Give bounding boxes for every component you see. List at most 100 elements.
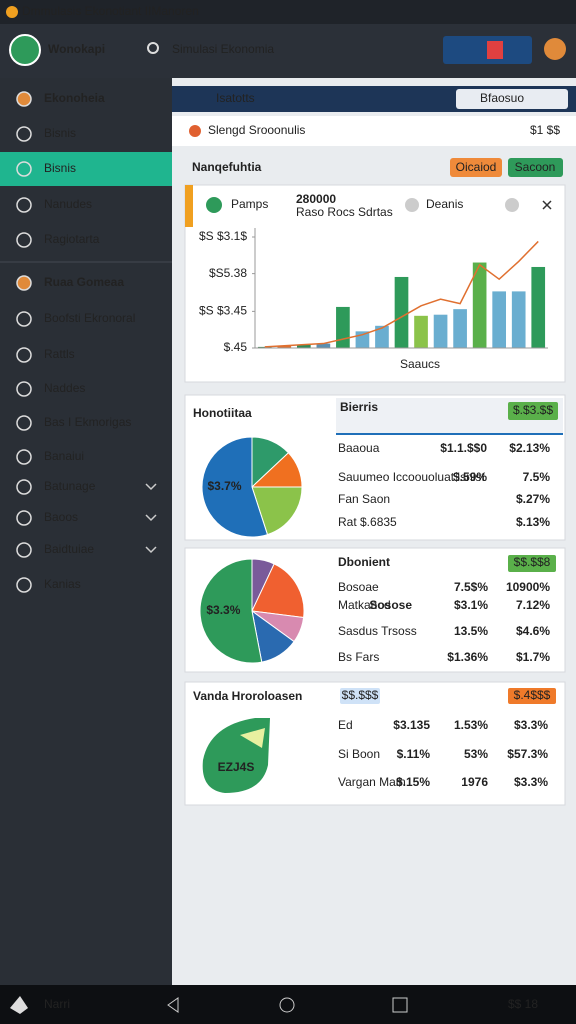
accent [185, 185, 193, 227]
sidebar-item[interactable]: Boofsti Ekronoral [44, 311, 135, 325]
card-sub: Raso Rocs Sdrtas [296, 205, 393, 219]
sidebar-item[interactable]: Baoos [44, 510, 78, 524]
sidebar-item[interactable]: Banaiui [44, 449, 84, 463]
row-label: Sasdus Trsoss [338, 624, 417, 638]
bar [257, 346, 272, 348]
chevron [145, 514, 157, 522]
logo-shape [240, 728, 265, 748]
card-title: Vanda Hroroloasen [193, 689, 302, 703]
button-label[interactable]: Oicaiod [456, 160, 497, 174]
sidebar-item[interactable]: Ruaa Gomeaa [44, 275, 124, 289]
row-label: Ed [338, 718, 353, 732]
sidebar [0, 78, 172, 985]
table-header: Bierris [340, 400, 378, 414]
sidebar-icon [16, 91, 32, 107]
app-name: Wonokapi [48, 42, 105, 56]
status-title: Dmmulasis Ekonotiant IIManoren [22, 4, 199, 18]
button-label[interactable]: Sacoon [515, 160, 556, 174]
bar [531, 266, 546, 348]
bar [472, 262, 487, 348]
button[interactable] [450, 158, 502, 177]
cell: 10900% [506, 580, 550, 594]
close-icon[interactable] [542, 200, 552, 210]
search-icon[interactable] [147, 42, 159, 54]
cell: 7.5% [523, 470, 551, 484]
bar [414, 315, 428, 348]
active-item[interactable] [0, 152, 172, 186]
cell: $.13% [516, 515, 550, 529]
sidebar-icon [16, 197, 32, 213]
badge [508, 688, 556, 704]
badge-label: $$.$$8 [514, 555, 551, 569]
button[interactable] [508, 158, 563, 177]
nav-label: Narri [44, 997, 70, 1011]
bar [433, 314, 448, 348]
sidebar-item[interactable]: Ekonoheia [44, 91, 105, 105]
row-label: Matkanod [338, 598, 391, 612]
sidebar-icon [16, 311, 32, 327]
sidebar-item[interactable]: Nanudes [44, 197, 92, 211]
sidebar-icon [16, 479, 32, 495]
cell: $57.3% [507, 747, 548, 761]
row-label: Fan Saon [338, 492, 390, 506]
cell: $.59% [453, 470, 487, 484]
search-text[interactable]: Simulasi Ekonomia [172, 42, 274, 56]
home-button[interactable] [279, 997, 295, 1013]
sidebar-item[interactable]: Naddes [44, 381, 85, 395]
sidebar-item[interactable]: Kanias [44, 577, 81, 591]
bar [277, 345, 292, 348]
toolbar-title: Isatotts [216, 91, 255, 105]
badge [508, 555, 556, 572]
table-header: Dbonient [338, 555, 390, 569]
content: Dmmulasis Ekonotiant IIManoren Wonokapi Si… [16, 4, 560, 1011]
pie-slice [201, 436, 269, 538]
cell: 53% [464, 747, 488, 761]
sidebar-item[interactable]: Bisnis [44, 161, 76, 175]
row-label: Si Boon [338, 747, 380, 761]
sidebar-item[interactable]: Bisnis [44, 126, 76, 140]
bar [316, 343, 331, 348]
sidebar-icon [16, 381, 32, 397]
flag-icon [487, 41, 503, 59]
sidebar-icon [16, 449, 32, 465]
avatar[interactable] [544, 38, 566, 60]
card [184, 184, 566, 383]
back-button[interactable] [167, 997, 179, 1013]
toolbar-search-text[interactable]: Bfaosuo [480, 91, 524, 105]
sidebar-item[interactable]: Baidtuiae [44, 542, 94, 556]
pie-label: $3.3% [206, 603, 240, 617]
bar [394, 276, 409, 348]
status-icon [6, 6, 18, 18]
pie-slice [251, 486, 303, 536]
cell: 7.12% [516, 598, 550, 612]
y-tick-label: $.45 [224, 340, 248, 354]
toolbar-search[interactable] [456, 89, 568, 109]
cell: 1976 [461, 775, 488, 789]
card-label: Pamps [231, 197, 268, 211]
row-label: Baaoua [338, 441, 380, 455]
row-label: Vargan Mam [338, 775, 406, 789]
recent-button[interactable] [392, 997, 408, 1013]
y-tick-label: $S $3.45 [199, 304, 247, 318]
sidebar-icon [16, 126, 32, 142]
card-value: 280000 [296, 192, 336, 206]
pie-label: $3.7% [207, 479, 241, 493]
bar [375, 325, 389, 348]
cell: $4.6% [516, 624, 550, 638]
row-label: Bs Fars [338, 650, 379, 664]
sidebar-item[interactable]: Rattls [44, 347, 75, 361]
bar [355, 331, 370, 348]
logo-text: EZJ4S [218, 760, 255, 774]
panel-title: Nanqefuhtia [192, 160, 262, 174]
app-logo[interactable] [9, 34, 41, 66]
filter-label: Deanis [426, 197, 463, 211]
cell: $2.13% [509, 441, 550, 455]
cell: $.15% [396, 775, 430, 789]
badge-label: $.$3.$$ [513, 403, 553, 417]
sidebar-icon [16, 161, 32, 177]
sidebar-item[interactable]: Batunage [44, 479, 96, 493]
sidebar-item[interactable]: Bas I Ekmorigas [44, 415, 131, 429]
sidebar-item[interactable]: Ragiotarta [44, 232, 100, 246]
cell: Sosose [369, 598, 412, 612]
